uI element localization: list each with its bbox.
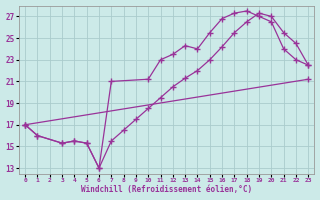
X-axis label: Windchill (Refroidissement éolien,°C): Windchill (Refroidissement éolien,°C) — [81, 185, 252, 194]
